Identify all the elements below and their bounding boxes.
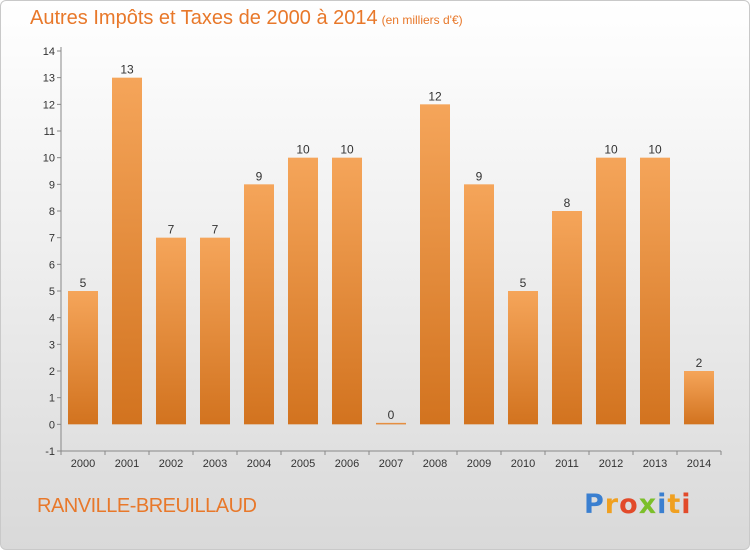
data-label-2014: 2 (696, 356, 703, 370)
proxiti-logo[interactable]: Proxiti (584, 489, 692, 520)
bar-2013 (640, 157, 670, 425)
data-label-2002: 7 (168, 223, 175, 237)
y-tick-label: 5 (49, 286, 55, 298)
location-name: RANVILLE-BREUILLAUD (37, 495, 257, 517)
y-tick-label: 12 (43, 99, 55, 111)
y-tick-label: 3 (49, 339, 55, 351)
y-tick-label: 10 (43, 153, 55, 165)
x-tick-label: 2000 (71, 458, 95, 470)
chart-title: Autres Impôts et Taxes de 2000 à 2014 (en… (30, 7, 463, 30)
y-tick-label: 6 (49, 259, 55, 271)
y-tick-label: 2 (49, 366, 55, 378)
logo-letter: i (657, 489, 668, 520)
x-tick-label: 2002 (159, 458, 183, 470)
x-tick-label: 2014 (687, 458, 711, 470)
data-label-2010: 5 (520, 276, 527, 290)
bars (68, 77, 714, 425)
y-tick-label: 11 (44, 126, 55, 138)
data-label-2012: 10 (604, 143, 618, 157)
x-tick-label: 2003 (203, 458, 227, 470)
bar-2005 (288, 157, 318, 425)
logo-letter: o (619, 489, 639, 520)
bar-2007 (376, 422, 406, 425)
logo-letter: r (604, 489, 620, 520)
y-tick-label: 9 (49, 179, 55, 191)
data-label-2007: 0 (388, 408, 395, 422)
bar-2008 (420, 104, 450, 425)
data-label-2006: 10 (340, 143, 354, 157)
y-tick-label: 7 (49, 233, 55, 245)
bar-2003 (200, 237, 230, 425)
data-label-2004: 9 (256, 169, 263, 183)
bar-2004 (244, 184, 274, 425)
bar-2006 (332, 157, 362, 425)
x-tick-label: 2010 (511, 458, 535, 470)
y-tick-label: 14 (43, 46, 55, 58)
x-tick-label: 2006 (335, 458, 359, 470)
data-label-2008: 12 (428, 89, 442, 103)
data-label-2009: 9 (476, 169, 483, 183)
bar-2010 (508, 291, 538, 425)
y-tick-label: 13 (43, 73, 55, 85)
chart-subtitle: (en milliers d'€) (381, 13, 463, 27)
data-label-2013: 10 (648, 143, 662, 157)
bar-2001 (112, 77, 142, 425)
logo-letter: x (638, 489, 658, 520)
data-label-2000: 5 (80, 276, 87, 290)
bar-2012 (596, 157, 626, 425)
x-tick-label: 2001 (115, 458, 139, 470)
data-label-2011: 8 (564, 196, 571, 210)
x-tick-label: 2005 (291, 458, 315, 470)
x-tick-label: 2009 (467, 458, 491, 470)
data-label-2001: 13 (120, 63, 134, 77)
x-tick-label: 2013 (643, 458, 667, 470)
bar-2002 (156, 237, 186, 425)
bar-2011 (552, 211, 582, 425)
data-label-2005: 10 (296, 143, 310, 157)
data-label-2003: 7 (212, 223, 219, 237)
y-tick-label: -1 (45, 446, 55, 458)
y-tick-label: 0 (49, 419, 55, 431)
x-tick-label: 2007 (379, 458, 403, 470)
logo-letter: t (667, 489, 682, 520)
logo-letter: P (584, 489, 605, 520)
x-tick-label: 2011 (555, 458, 579, 470)
bar-2014 (684, 371, 714, 425)
x-tick-label: 2008 (423, 458, 447, 470)
y-tick-label: 4 (49, 313, 55, 325)
y-tick-label: 8 (49, 206, 55, 218)
bar-2009 (464, 184, 494, 425)
x-tick-label: 2012 (599, 458, 623, 470)
logo-letter: i (681, 489, 692, 520)
data-labels: 5 13 7 7 9 10 10 0 12 9 5 8 10 10 2 (80, 63, 703, 422)
chart-title-text: Autres Impôts et Taxes de 2000 à 2014 (30, 7, 378, 29)
x-tick-label: 2004 (247, 458, 271, 470)
y-tick-label: 1 (49, 393, 55, 405)
bar-2000 (68, 291, 98, 425)
